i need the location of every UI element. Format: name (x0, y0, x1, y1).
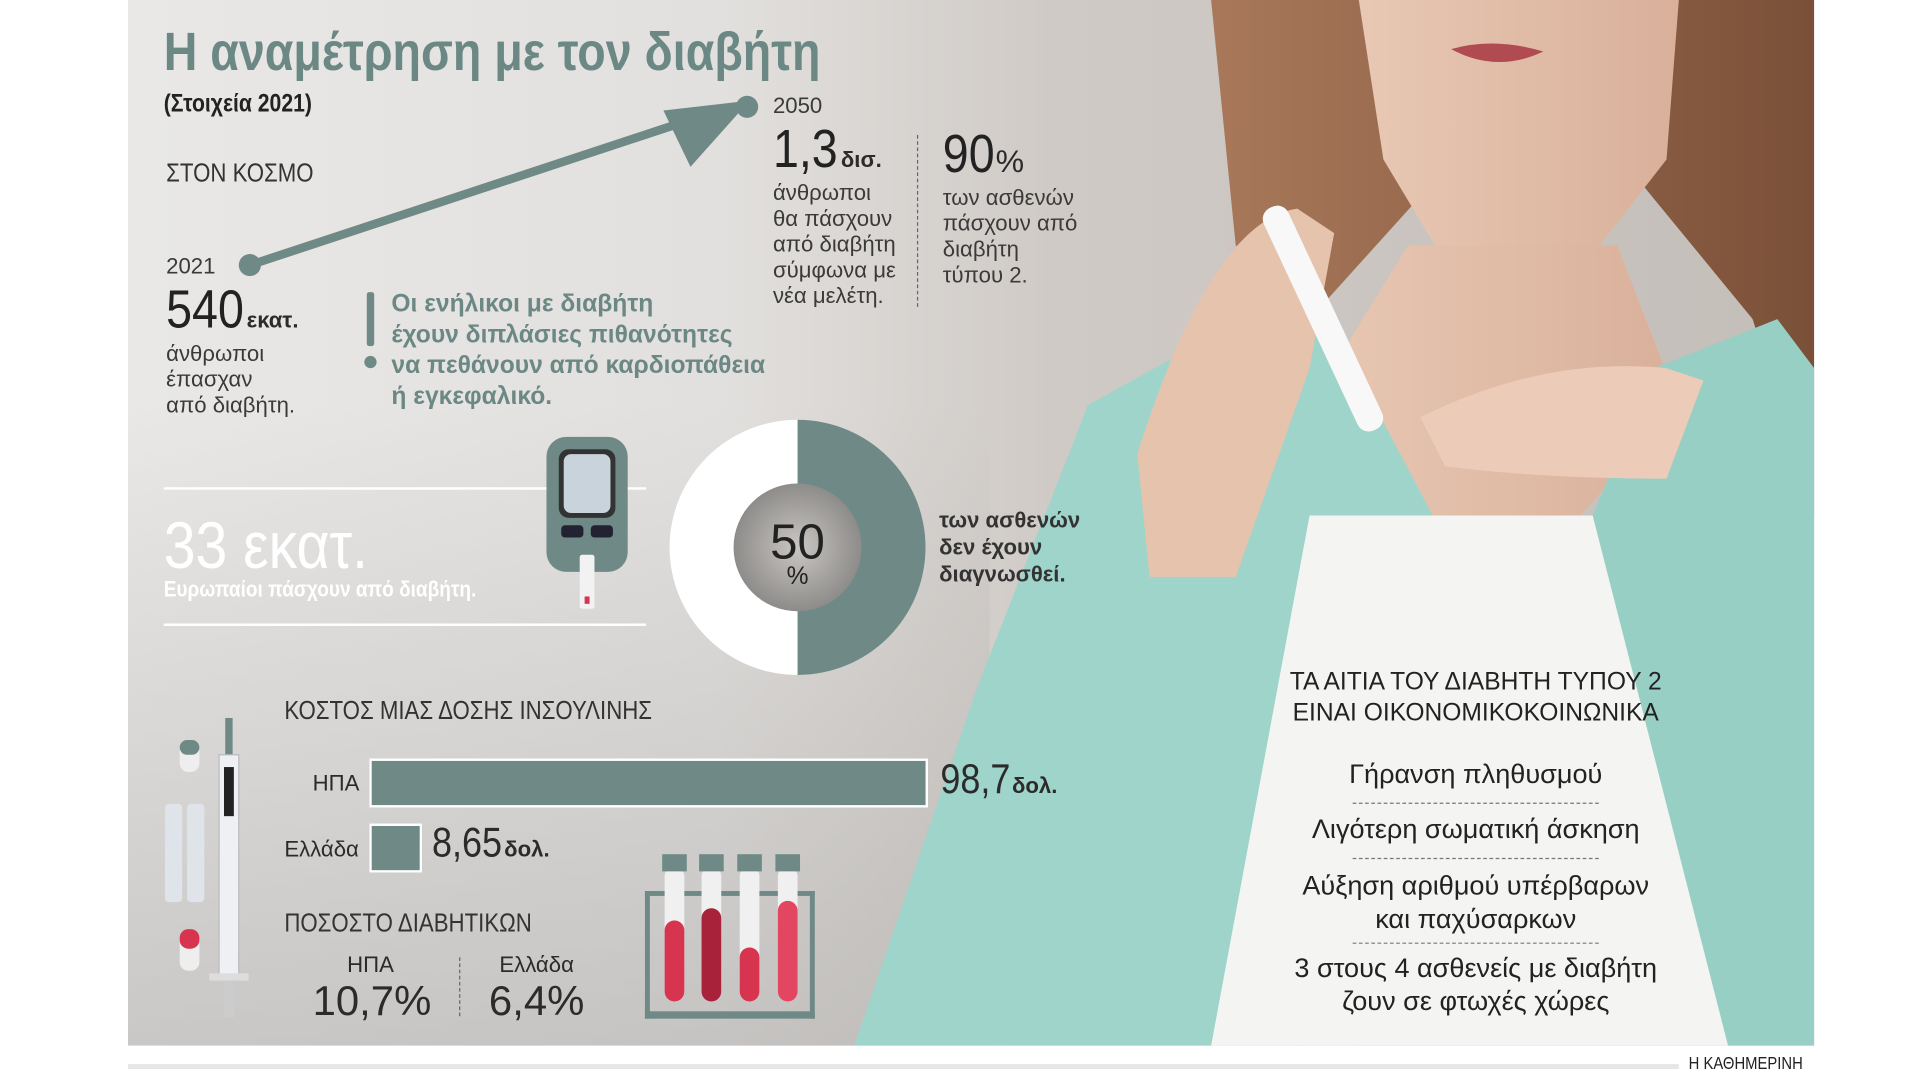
warning-line: να πεθάνουν από καρδιοπάθεια (391, 352, 766, 380)
year-2021: 2021 (166, 254, 216, 279)
type2-value: 90 (942, 123, 995, 185)
world-label: ΣΤΟΝ ΚΟΣΜΟ (166, 159, 314, 188)
undiagnosed-desc-line: των ασθενών (939, 508, 1081, 533)
divider (163, 623, 647, 626)
insulin-title: ΚΟΣΤΟΣ ΜΙΑΣ ΔΟΣΗΣ ΙΝΣΟΥΛΙΝΗΣ (284, 697, 653, 726)
blood-test-tubes-icon (644, 854, 815, 1019)
desc-2050-line: θα πάσχουν (772, 206, 893, 231)
glucose-meter-icon (546, 436, 628, 609)
prevalence-title: ΠΟΣΟΣΤΟ ΔΙΑΒΗΤΙΚΩΝ (284, 909, 532, 938)
unit-2021: εκατ. (246, 308, 299, 333)
undiagnosed-unit: % (786, 563, 809, 591)
value-2021: 540 (166, 279, 244, 340)
year-2050: 2050 (772, 93, 823, 118)
europe-desc: Ευρωπαίοι πάσχουν από διαβήτη. (163, 576, 477, 602)
causes-title-line: ΕΙΝΑΙ ΟΙΚΟΝΟΜΙΚΟΚΟΙΝΩΝΙΚΑ (1292, 699, 1659, 727)
type2-unit: % (995, 142, 1025, 180)
bar-usa (369, 758, 929, 808)
publisher-credit: Η ΚΑΘΗΜΕΡΙΝΗ (1688, 1053, 1803, 1073)
prevalence-country-usa: ΗΠΑ (347, 952, 394, 977)
exclamation-icon (362, 292, 379, 378)
cause-item: Αύξηση αριθμού υπέρβαρων (1302, 870, 1650, 901)
cause-item-cont: ζουν σε φτωχές χώρες (1342, 985, 1610, 1017)
divider (459, 957, 461, 1017)
bar-value-greece: 8,65 (432, 819, 503, 867)
footer-rule (128, 1064, 1679, 1069)
woman-photo (854, 0, 1815, 1046)
desc-2021-line: από διαβήτη. (166, 392, 296, 418)
value-2050: 1,3 (772, 119, 838, 180)
cause-item: Λιγότερη σωματική άσκηση (1311, 813, 1640, 845)
prevalence-value-greece: 6,4% (488, 978, 585, 1025)
prevalence-value-usa: 10,7% (312, 978, 432, 1025)
bar-unit-usa: δολ. (1011, 773, 1058, 798)
warning-line: ή εγκεφαλικό. (391, 382, 553, 410)
bar-label-greece: Ελλάδα (284, 837, 359, 862)
prevalence-country-greece: Ελλάδα (499, 952, 574, 977)
type2-desc-line: τύπου 2. (942, 262, 1028, 288)
donut-undiagnosed-slice (797, 419, 926, 676)
desc-2050-line: νέα μελέτη. (772, 283, 884, 309)
desc-2050-line: από διαβήτη (772, 231, 896, 257)
growth-arrow-icon (238, 95, 759, 277)
unit-2050: δισ. (840, 147, 882, 172)
type2-desc-line: διαβήτη (942, 236, 1020, 262)
warning-line: Οι ενήλικοι με διαβήτη (391, 290, 654, 318)
syringe-and-vials-icon (164, 717, 249, 1018)
subtitle: (Στοιχεία 2021) (163, 90, 312, 118)
divider (163, 487, 647, 490)
causes-title-line: ΤΑ ΑΙΤΙΑ ΤΟΥ ΔΙΑΒΗΤΗ ΤΥΠΟΥ 2 (1289, 668, 1662, 696)
type2-desc-line: των ασθενών (942, 185, 1074, 210)
cause-item-cont: και παχύσαρκων (1375, 903, 1577, 934)
desc-2021-line: έπασχαν (166, 366, 253, 392)
desc-2021-line: άνθρωποι (166, 341, 265, 366)
type2-desc-line: πάσχουν από (942, 211, 1078, 236)
infographic-panel: Η αναμέτρηση με τον διαβήτη (Στοιχεία 20… (128, 0, 1815, 1046)
bar-value-usa: 98,7 (940, 756, 1011, 803)
bar-label-usa: ΗΠΑ (312, 770, 360, 796)
page-title: Η αναμέτρηση με τον διαβήτη (163, 22, 821, 83)
bar-unit-greece: δολ. (504, 837, 550, 862)
warning-line: έχουν διπλάσιες πιθανότητες (391, 321, 733, 349)
undiagnosed-desc-line: δεν έχουν (939, 535, 1043, 560)
bar-greece (369, 823, 423, 873)
undiagnosed-donut-chart (669, 419, 926, 676)
undiagnosed-desc-line: διαγνωσθεί. (939, 562, 1066, 587)
desc-2050-line: σύμφωνα με (772, 257, 896, 283)
desc-2050-line: άνθρωποι (772, 180, 871, 205)
undiagnosed-value: 50 (770, 515, 825, 570)
europe-value: 33 εκατ. (163, 509, 369, 583)
divider (916, 135, 919, 307)
cause-item: 3 στους 4 ασθενείς με διαβήτη (1294, 952, 1658, 984)
cause-item: Γήρανση πληθυσμού (1349, 758, 1603, 790)
